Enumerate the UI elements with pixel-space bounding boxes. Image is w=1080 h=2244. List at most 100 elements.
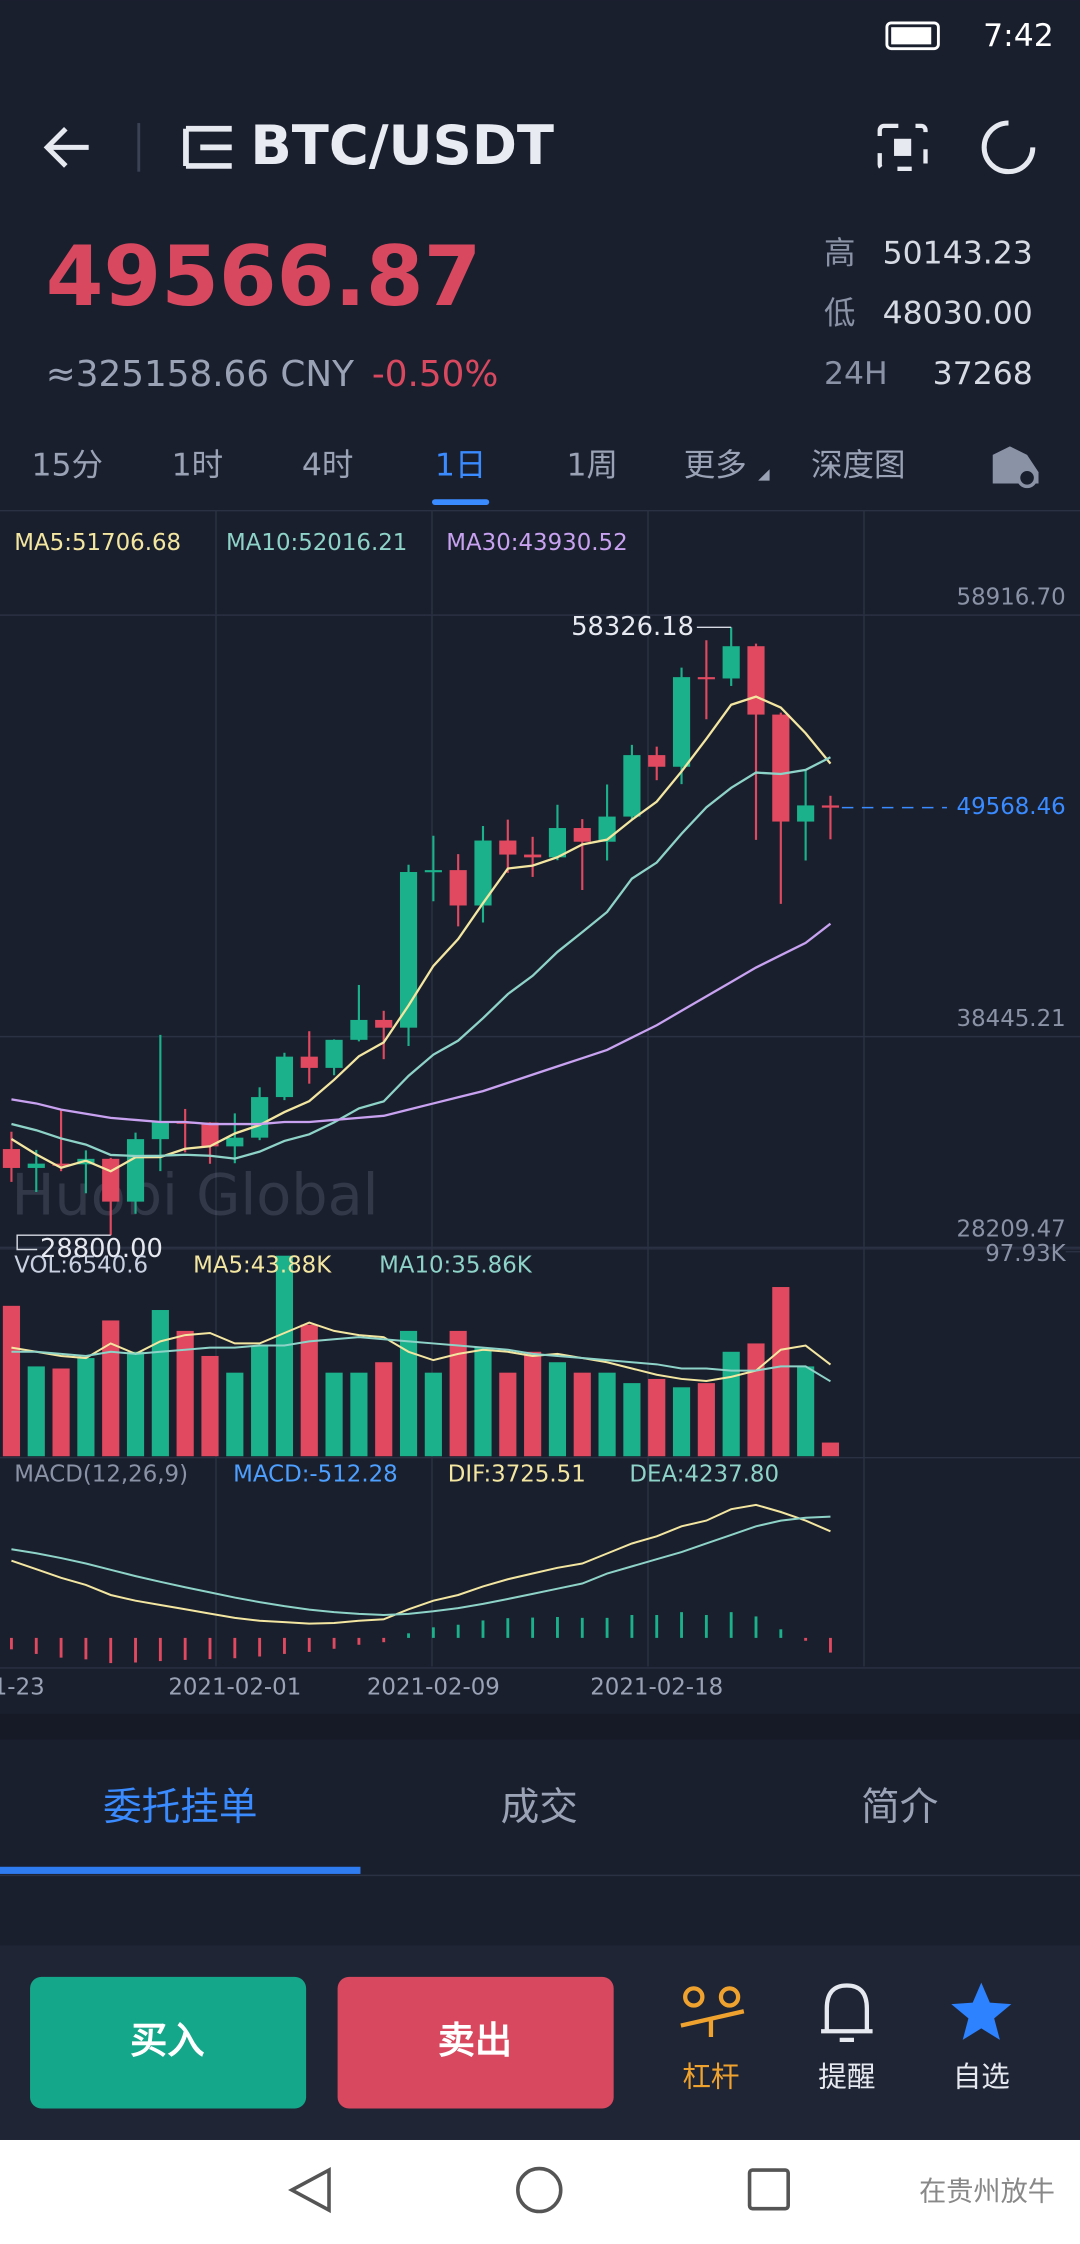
- macd-bar: [183, 1637, 187, 1660]
- volume-bar: [524, 1351, 542, 1457]
- sell-label: 卖出: [438, 2018, 512, 2062]
- macd-bar: [357, 1637, 361, 1645]
- candle-body: [474, 840, 492, 906]
- macd-bar: [754, 1616, 758, 1638]
- nav-recent[interactable]: [747, 2168, 790, 2211]
- volume-bar: [449, 1330, 467, 1457]
- y-tick-label: 28209.47: [957, 1217, 1066, 1243]
- favorite-button[interactable]: 自选: [951, 1982, 1012, 2094]
- candle-body: [201, 1122, 219, 1147]
- legend-entry: MA30:43930.52: [446, 530, 627, 556]
- macd-bar: [456, 1624, 460, 1638]
- legend-entry: DEA:4237.80: [629, 1461, 779, 1487]
- legend-entry: MA5:43.88K: [193, 1252, 332, 1278]
- volume-bar: [27, 1366, 45, 1457]
- macd-bar: [84, 1637, 88, 1660]
- macd-bar: [779, 1629, 783, 1638]
- line: [10, 695, 832, 1173]
- x-tick-label: 2021-02-01: [168, 1674, 301, 1700]
- buy-button[interactable]: [30, 1976, 307, 2109]
- timeframe-tab[interactable]: 深度图: [811, 447, 905, 483]
- back-button[interactable]: [43, 126, 89, 168]
- macd-bar: [431, 1627, 435, 1638]
- stat-value: 50143.23: [883, 236, 1033, 272]
- macd-bar: [109, 1637, 113, 1664]
- macd-bar: [605, 1617, 609, 1638]
- volume-bar: [300, 1324, 318, 1457]
- volume-bar: [126, 1351, 145, 1457]
- settings-gear: [1016, 467, 1038, 489]
- last-price: 49566.87: [46, 228, 482, 325]
- volume-bar: [77, 1358, 95, 1457]
- stat-label: 低: [824, 296, 855, 332]
- volume-bar: [548, 1362, 567, 1457]
- timeframe-tabs: 15分 1时 4时 1日 1周 更多 深度图: [31, 446, 1039, 505]
- macd-bar: [208, 1637, 212, 1660]
- macd-bar: [382, 1637, 386, 1643]
- chart-frame: [0, 510, 1080, 1669]
- buy-label: 买入: [130, 2018, 204, 2062]
- icon: [821, 1983, 873, 2043]
- price-line-label: 49568.46: [957, 794, 1066, 820]
- nav-bar: [0, 2139, 1080, 2244]
- macd-bar: [804, 1637, 808, 1641]
- candle-body: [226, 1137, 244, 1147]
- y-tick-label: 97.93K: [985, 1241, 1066, 1267]
- candle-body: [375, 1019, 393, 1028]
- sell-button[interactable]: [337, 1976, 614, 2109]
- macd-bar: [10, 1637, 13, 1650]
- line: [11, 756, 831, 1160]
- volume-bar: [325, 1372, 343, 1457]
- nav-home[interactable]: [516, 2166, 563, 2214]
- volume-bar: [102, 1320, 120, 1457]
- candle-body: [325, 1039, 343, 1068]
- order-tab[interactable]: 委托挂单: [103, 1785, 257, 1830]
- order-tab[interactable]: 成交: [501, 1785, 578, 1830]
- volume-bar: [722, 1351, 740, 1457]
- candle-body: [424, 870, 442, 873]
- battery-level: [891, 27, 932, 45]
- order-tab[interactable]: 简介: [861, 1785, 938, 1830]
- timeframe-tab[interactable]: 4时: [302, 447, 354, 483]
- timeframe-tab[interactable]: 1周: [566, 447, 618, 483]
- candle-body: [350, 1019, 368, 1040]
- icon: [680, 2009, 745, 2037]
- macd-bar: [580, 1617, 584, 1638]
- legend-entry: MACD:-512.28: [233, 1461, 398, 1487]
- volume-bar: [151, 1310, 169, 1457]
- macd-bar: [134, 1637, 137, 1663]
- macd-bar: [158, 1637, 162, 1662]
- volume-bar: [424, 1372, 442, 1457]
- macd-bar: [332, 1637, 336, 1649]
- low-label: 28800.00: [40, 1234, 163, 1264]
- volume-bar: [375, 1362, 393, 1457]
- candle-body: [797, 805, 815, 822]
- volume-bar: [350, 1372, 368, 1457]
- macd-bar: [407, 1633, 410, 1638]
- timeframe-tab[interactable]: 1时: [172, 447, 224, 483]
- leverage-button[interactable]: 杠杆: [680, 1986, 745, 2093]
- status-bar: 7:42: [885, 18, 1054, 54]
- timeframe-tab[interactable]: 1日: [435, 447, 487, 483]
- candle-body: [697, 677, 715, 680]
- favorite-label: 自选: [953, 2059, 1010, 2093]
- menu-icon[interactable]: [183, 125, 232, 169]
- line: [11, 922, 832, 1126]
- macd-bar: [655, 1615, 659, 1638]
- timeframe-tab[interactable]: 15分: [31, 447, 103, 483]
- x-tick-label: 2021-02-18: [590, 1674, 723, 1700]
- refresh-button[interactable]: [981, 120, 1036, 175]
- x-tick-label: 01-23: [0, 1674, 45, 1700]
- volume-bar: [672, 1387, 691, 1457]
- screenshot-button[interactable]: [877, 123, 928, 171]
- icon: [951, 1982, 1012, 2040]
- cny-price: ≈325158.66 CNY: [46, 354, 354, 395]
- nav-back[interactable]: [288, 2167, 331, 2214]
- y-tick-label: 58916.70: [957, 584, 1066, 610]
- macd-bar: [704, 1615, 708, 1638]
- alert-button[interactable]: 提醒: [818, 1983, 875, 2093]
- candle-body: [598, 816, 616, 842]
- pair-title: BTC/USDT: [250, 114, 554, 177]
- timeframe-tab[interactable]: 更多: [684, 447, 747, 483]
- stat-value: 37268: [933, 356, 1033, 392]
